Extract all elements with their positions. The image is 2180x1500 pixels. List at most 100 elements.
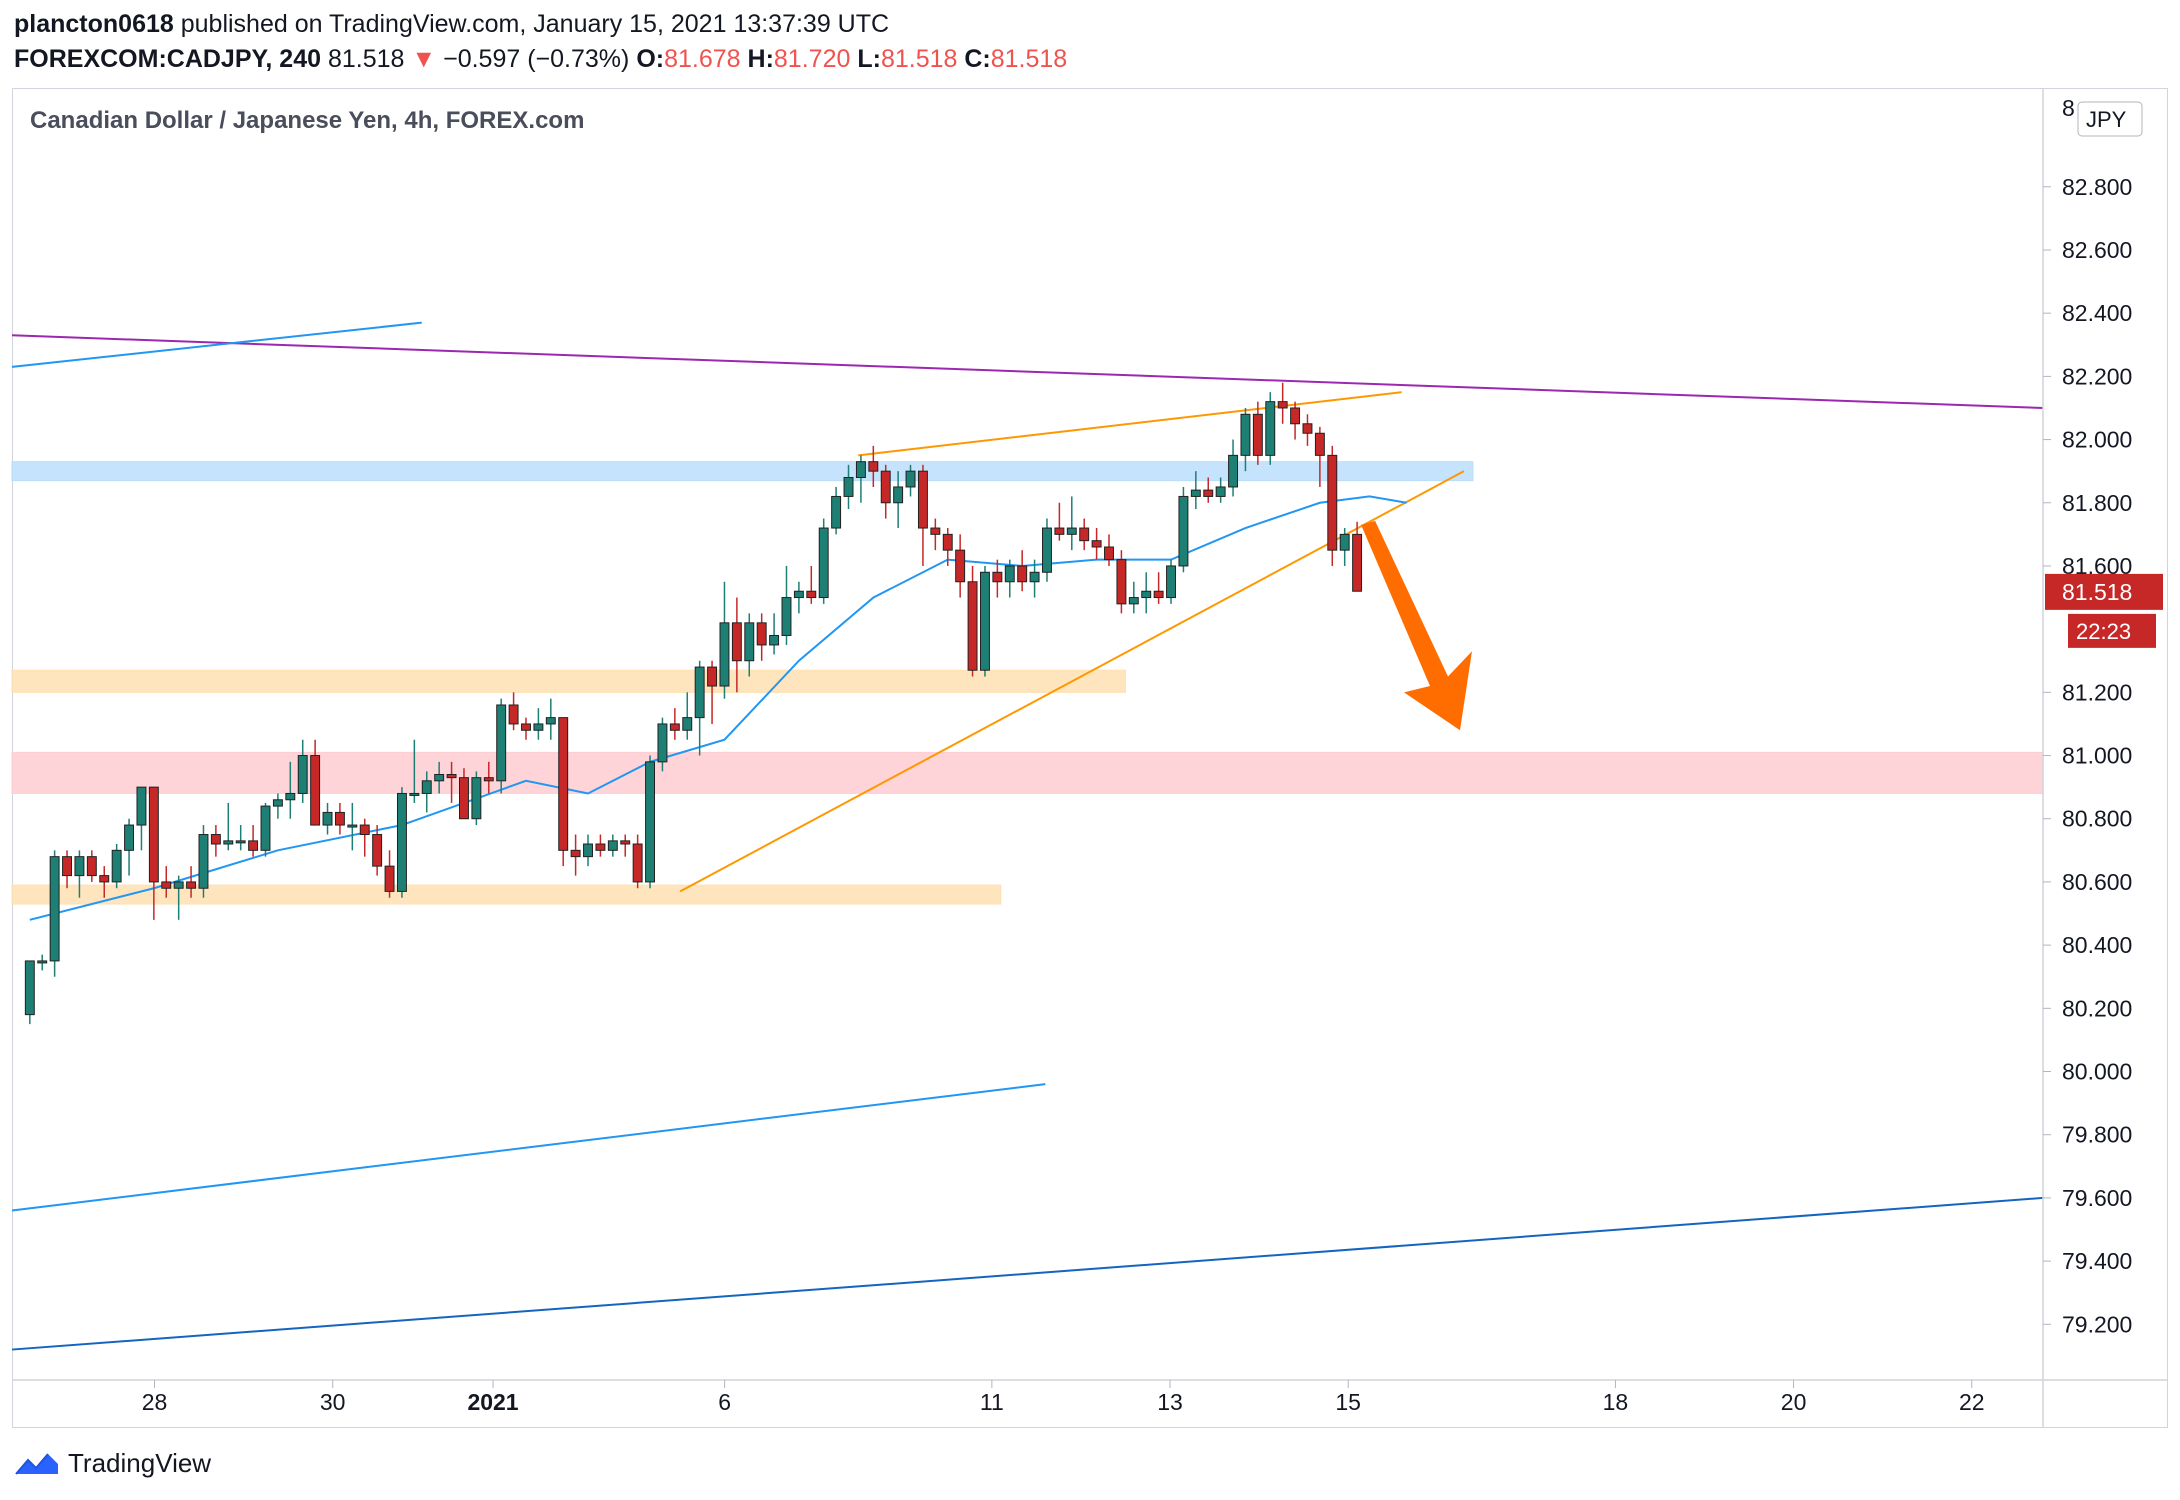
countdown-tag	[2068, 613, 2156, 648]
candle-0	[24, 960, 35, 1025]
x-tick-label: 18	[1603, 1389, 1629, 1415]
y-tick-label: 82.000	[2062, 427, 2132, 453]
x-tick-label: 6	[718, 1389, 731, 1415]
candle-body	[707, 666, 718, 687]
candle-body	[843, 476, 854, 497]
y-tick-label: 81.800	[2062, 490, 2132, 516]
candle-body	[967, 581, 978, 671]
candle-22	[297, 739, 308, 803]
footer-brand[interactable]: TradingView	[68, 1448, 212, 1478]
price-axis: 82.80082.60082.40082.20082.00081.80081.6…	[2043, 95, 2143, 1337]
candle-body	[434, 773, 445, 782]
candle-body	[756, 622, 767, 646]
candle-17	[235, 825, 246, 851]
candle-58	[744, 613, 755, 677]
candle-body	[1302, 423, 1313, 434]
candle-body	[806, 590, 817, 599]
down-arrow-annotation	[1361, 520, 1472, 731]
high-value: 81.720	[773, 45, 851, 73]
candle-25	[334, 802, 345, 835]
candle-103	[1302, 414, 1313, 446]
candle-53	[682, 692, 693, 740]
candle-31	[409, 739, 420, 803]
candle-49	[632, 834, 643, 889]
candle-body	[384, 865, 395, 892]
tradingview-logo-icon	[15, 1452, 58, 1475]
candle-12	[173, 875, 184, 920]
candle-body	[1265, 401, 1276, 456]
candle-67	[855, 455, 866, 503]
candle-body	[855, 461, 866, 478]
candle-56	[719, 581, 730, 699]
candle-94	[1190, 471, 1201, 510]
candle-body	[694, 666, 705, 719]
x-tick-label: 13	[1157, 1389, 1183, 1415]
candle-body	[595, 843, 606, 851]
trendline-7	[11, 321, 422, 368]
y-tick-label: 80.000	[2062, 1059, 2132, 1085]
candle-87	[1104, 534, 1114, 566]
candle-body	[1042, 527, 1052, 573]
candle-body	[446, 773, 457, 779]
candle-36	[471, 771, 482, 826]
candle-body	[297, 755, 308, 794]
candle-26	[347, 802, 358, 851]
candle-63	[806, 565, 817, 604]
candle-24	[322, 802, 333, 835]
candle-body	[235, 840, 246, 844]
candle-38	[496, 698, 507, 794]
candle-body	[1339, 533, 1350, 551]
candle-81	[1029, 559, 1040, 598]
candle-93	[1178, 486, 1189, 573]
zone-2	[11, 751, 2044, 794]
candle-79	[1004, 559, 1015, 598]
candle-body	[421, 780, 432, 794]
author-name[interactable]: plancton0618	[14, 10, 174, 38]
candle-body	[731, 622, 742, 662]
candle-body	[173, 881, 184, 889]
candle-body	[533, 723, 544, 731]
candle-body	[161, 881, 172, 889]
x-tick-label: 11	[980, 1389, 1004, 1415]
candle-51	[657, 717, 668, 772]
y-tick-partial: 8	[2062, 95, 2075, 121]
candle-37	[483, 761, 494, 794]
candle-64	[818, 518, 829, 604]
candle-61	[781, 565, 792, 645]
candle-body	[1116, 559, 1127, 605]
candle-86	[1091, 528, 1102, 560]
candle-74	[942, 528, 953, 566]
candle-34	[446, 761, 457, 803]
candle-60	[769, 613, 780, 655]
y-tick-label: 79.800	[2062, 1122, 2132, 1148]
candle-body	[917, 470, 928, 529]
candle-75	[955, 534, 966, 598]
candle-body	[793, 590, 804, 599]
candle-body	[334, 811, 345, 826]
candle-92	[1166, 559, 1176, 604]
candle-body	[136, 786, 147, 826]
candle-101	[1277, 382, 1288, 424]
candle-65	[831, 486, 842, 535]
candle-88	[1116, 550, 1127, 614]
zone-layer	[11, 461, 2044, 905]
candle-89	[1128, 581, 1139, 614]
candle-body	[49, 856, 60, 962]
last-price-tag-label: 81.518	[2062, 579, 2132, 605]
x-tick-label: 15	[1335, 1389, 1361, 1415]
candle-82	[1042, 518, 1052, 582]
candle-body	[1352, 533, 1363, 592]
candle-5	[86, 850, 97, 882]
candle-68	[868, 445, 879, 487]
candle-32	[421, 771, 432, 813]
candle-body	[1277, 401, 1288, 409]
candle-27	[359, 818, 370, 857]
candle-body	[831, 495, 842, 529]
candle-body	[1252, 413, 1263, 456]
candle-28	[372, 825, 383, 876]
candle-body	[148, 786, 159, 883]
candle-96	[1215, 477, 1226, 503]
candle-body	[310, 755, 321, 826]
candle-33	[434, 761, 445, 794]
